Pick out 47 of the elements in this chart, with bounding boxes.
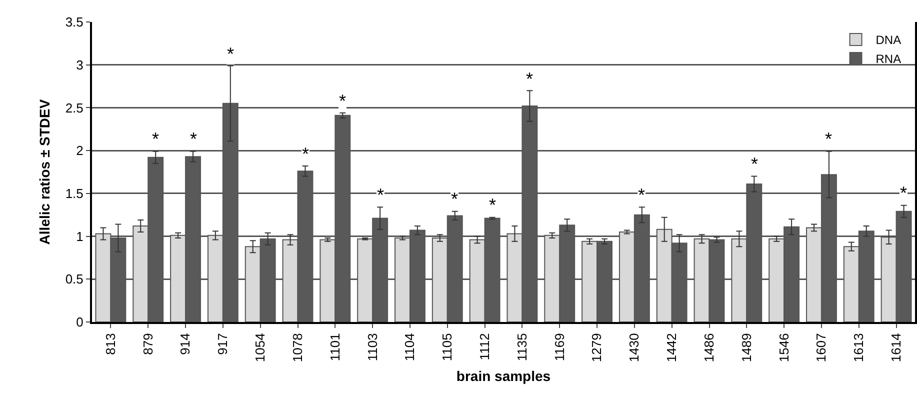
annotation: * [751,154,758,174]
annotation: * [377,185,384,205]
annotation: * [227,44,234,64]
annotation: * [526,69,534,89]
x-tick-label: 1489 [738,333,754,362]
x-tick-label: 1430 [626,333,642,362]
x-tick-label: 1105 [440,333,455,362]
x-tick-label: 1054 [252,333,268,362]
x-axis-title: brain samples [456,368,551,384]
x-tick-label: 1103 [364,333,380,362]
y-tick-label: 1.5 [65,186,84,201]
x-tick-label: 1486 [701,333,716,362]
x-tick-label: 1279 [589,333,604,362]
y-tick-label: 1 [76,228,84,244]
annotation: * [638,185,646,205]
annotation: * [152,129,160,149]
x-tick-label: 1169 [552,333,567,362]
x-tick-label: 879 [140,333,156,355]
y-tick-label: 3 [76,57,84,72]
x-tick-label: 1546 [776,333,792,362]
y-axis-title: Allelic ratios ± STDEV [36,98,52,245]
annotation: * [339,91,346,111]
x-tick-label: 1607 [814,333,829,362]
legend-label: DNA [876,33,902,48]
y-tick-label: 0 [76,314,84,330]
annotation: * [489,195,496,215]
x-tick-label: 1104 [402,333,418,362]
x-tick-label: 917 [215,333,230,355]
x-tick-label: 1442 [664,333,680,362]
x-tick-label: 1112 [477,333,492,360]
y-tick-label: 3.5 [65,14,84,30]
x-tick-label: 1614 [888,333,904,362]
x-tick-label: 914 [178,333,193,355]
annotation: * [825,129,832,149]
y-tick-label: 2.5 [65,100,84,116]
y-tick-label: 2 [76,143,84,158]
y-tick-label: 0.5 [65,272,84,287]
annotation: * [900,183,908,203]
annotation: * [190,129,198,149]
annotation: * [451,189,458,209]
annotation: * [302,144,310,164]
legend-label: RNA [876,52,902,66]
x-tick-label: 1078 [290,333,305,362]
x-tick-label: 1135 [514,333,530,362]
x-tick-label: 1101 [327,333,342,362]
x-tick-label: 1613 [851,333,866,362]
x-tick-label: 813 [102,333,118,355]
